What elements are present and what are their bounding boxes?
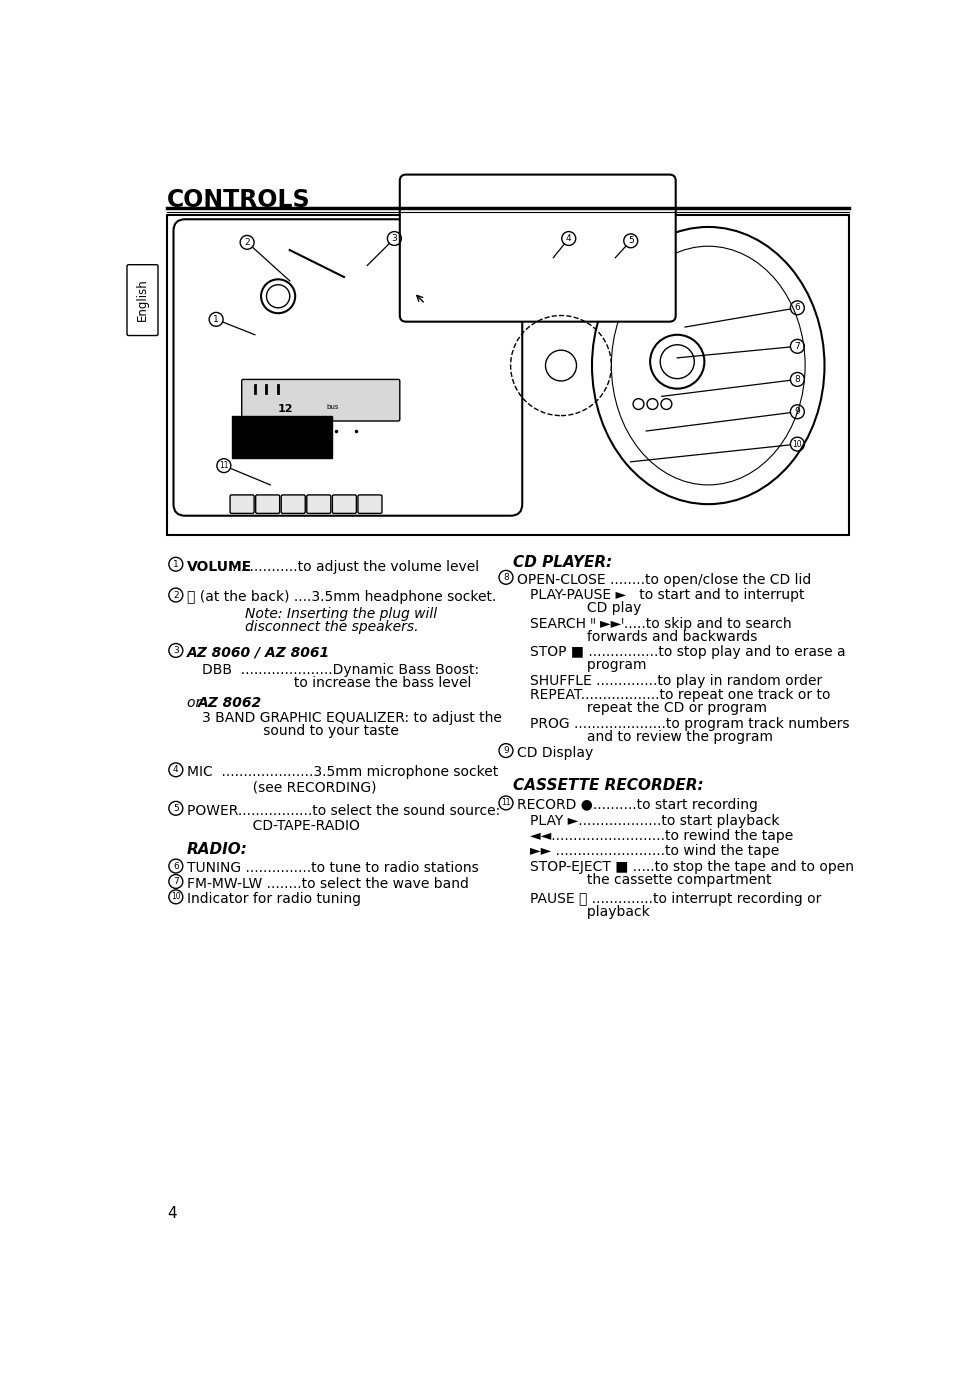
FancyBboxPatch shape [255,495,279,514]
Text: or: or [187,696,205,710]
Text: CD PLAYER:: CD PLAYER: [513,555,612,570]
FancyBboxPatch shape [332,495,356,514]
Text: SEARCH ᑊᑊ ►►ᑊ.....to skip and to search: SEARCH ᑊᑊ ►►ᑊ.....to skip and to search [530,616,791,631]
FancyBboxPatch shape [281,495,305,514]
Text: playback: playback [530,905,649,919]
Text: CONTROLS: CONTROLS [167,189,311,212]
Bar [167,215,848,535]
Text: OPEN-CLOSE ........to open/close the CD lid: OPEN-CLOSE ........to open/close the CD … [517,573,810,587]
Text: 9: 9 [794,408,800,416]
Text: 1: 1 [213,314,219,324]
Text: and to review the program: and to review the program [530,730,772,744]
Text: ►► .........................to wind the tape: ►► .........................to wind the … [530,845,779,858]
Text: REPEAT..................to repeat one track or to: REPEAT..................to repeat one tr… [530,688,830,703]
Text: 4: 4 [172,765,178,774]
Text: 6: 6 [172,861,178,871]
Text: RADIO:: RADIO: [187,842,247,857]
FancyBboxPatch shape [241,379,399,422]
Text: ⌒ (at the back) ....3.5mm headphone socket.: ⌒ (at the back) ....3.5mm headphone sock… [187,590,496,605]
Text: CD Display: CD Display [517,745,593,759]
Text: 7: 7 [172,876,178,886]
Text: 12: 12 [278,404,294,413]
Text: 1: 1 [172,559,178,569]
Text: 10: 10 [792,440,801,449]
Text: 3: 3 [172,646,178,655]
Text: disconnect the speakers.: disconnect the speakers. [245,620,417,634]
Text: PLAY ►...................to start playback: PLAY ►...................to start playba… [530,813,779,828]
Text: SHUFFLE ..............to play in random order: SHUFFLE ..............to play in random … [530,674,821,688]
Text: AZ 8062: AZ 8062 [198,696,262,710]
Text: ...............to adjust the volume level: ...............to adjust the volume leve… [232,559,478,573]
Text: 8: 8 [794,375,800,384]
Text: 10: 10 [171,893,180,901]
Text: repeat the CD or program: repeat the CD or program [530,701,766,715]
Text: 4: 4 [167,1206,176,1221]
Text: 3 BAND GRAPHIC EQUALIZER: to adjust the: 3 BAND GRAPHIC EQUALIZER: to adjust the [202,711,501,725]
Text: 2: 2 [244,238,250,247]
Text: PAUSE ⏸ ..............to interrupt recording or: PAUSE ⏸ ..............to interrupt recor… [530,892,821,907]
Text: forwards and backwards: forwards and backwards [530,630,757,644]
FancyBboxPatch shape [127,265,158,335]
Text: Indicator for radio tuning: Indicator for radio tuning [187,892,360,907]
Text: STOP-EJECT ■ .....to stop the tape and to open: STOP-EJECT ■ .....to stop the tape and t… [530,860,853,874]
Text: (see RECORDING): (see RECORDING) [187,780,375,795]
Text: PROG .....................to program track numbers: PROG .....................to program tra… [530,717,848,730]
Text: CD-TAPE-RADIO: CD-TAPE-RADIO [187,819,359,834]
Text: PLAY-PAUSE ►   to start and to interrupt: PLAY-PAUSE ► to start and to interrupt [530,588,803,602]
FancyBboxPatch shape [357,495,381,514]
Text: VOLUME: VOLUME [187,559,252,573]
Text: TUNING ...............to tune to radio stations: TUNING ...............to tune to radio s… [187,861,477,875]
Text: 6: 6 [794,303,800,313]
Text: sound to your taste: sound to your taste [202,725,398,739]
Text: bus: bus [326,404,338,411]
Text: 5: 5 [172,803,178,813]
FancyBboxPatch shape [230,495,253,514]
Text: 11: 11 [500,798,510,808]
Text: RECORD ●..........to start recording: RECORD ●..........to start recording [517,798,757,812]
Text: 4: 4 [565,234,571,243]
Text: English: English [136,278,149,321]
Text: ◄◄..........................to rewind the tape: ◄◄..........................to rewind th… [530,830,792,843]
Text: 8: 8 [502,573,508,582]
Text: 3: 3 [391,234,396,243]
FancyBboxPatch shape [399,175,675,321]
Text: AZ 8060 / AZ 8061: AZ 8060 / AZ 8061 [187,646,330,660]
FancyBboxPatch shape [173,219,521,515]
Text: CASSETTE RECORDER:: CASSETTE RECORDER: [513,779,702,794]
Text: Note: Inserting the plug will: Note: Inserting the plug will [245,606,436,620]
Text: FM-MW-LW ........to select the wave band: FM-MW-LW ........to select the wave band [187,876,468,890]
Text: the cassette compartment: the cassette compartment [530,874,771,887]
Text: MIC  .....................3.5mm microphone socket: MIC .....................3.5mm microphon… [187,765,497,779]
FancyBboxPatch shape [232,416,332,457]
Text: 5: 5 [627,236,633,245]
Text: POWER.................to select the sound source:: POWER.................to select the soun… [187,803,499,817]
Text: 7: 7 [794,342,800,351]
Text: program: program [530,659,646,672]
Text: to increase the bass level: to increase the bass level [202,675,471,690]
Text: DBB  .....................Dynamic Bass Boost:: DBB .....................Dynamic Bass Bo… [202,663,478,677]
Text: 2: 2 [172,591,178,599]
Text: CD play: CD play [530,601,640,615]
Text: 9: 9 [502,745,508,755]
FancyBboxPatch shape [307,495,331,514]
Text: STOP ■ ................to stop play and to erase a: STOP ■ ................to stop play and … [530,645,844,659]
Text: 11: 11 [219,462,229,470]
